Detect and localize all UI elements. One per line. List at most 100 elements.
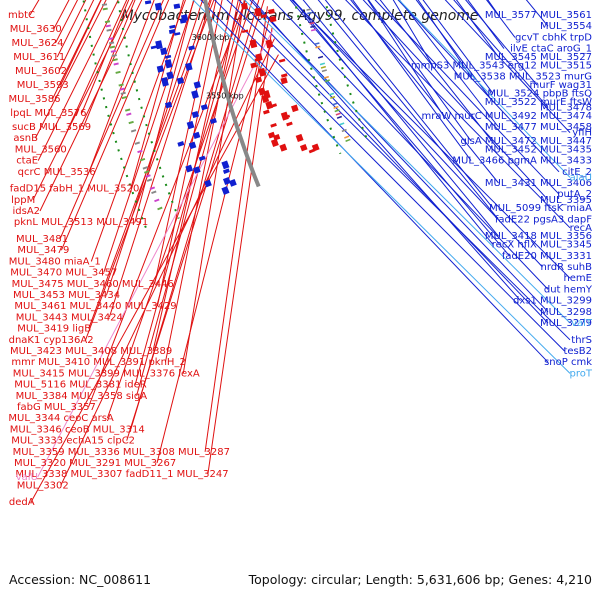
gene-label-left: mmr MUL_3410 MUL_3391 pknH_2 (11, 357, 185, 368)
category-block-right (149, 179, 150, 181)
gene-label-right-connector (131, 0, 521, 301)
gene-arrow-left (283, 78, 285, 83)
gene-label-left: MUL_3461 MUL_3440 MUL_3429 (14, 301, 176, 312)
gene-label-left: MUL_3479 (17, 245, 69, 256)
gene-label-left: MUL_3470 MUL_3457 (10, 268, 117, 279)
gene-arrow-right (192, 143, 194, 149)
scale-tick-label: 3600 kbp (192, 33, 230, 42)
gene-arrow-left (286, 116, 287, 119)
gene-arrow-right (180, 78, 181, 84)
gene-label-left: MUL_3602 (15, 66, 67, 77)
rna-label-right: alaU (570, 172, 592, 183)
category-block-right (127, 109, 128, 111)
gene-label-right: MUL_3466 pgmA MUL_3433 (452, 156, 592, 167)
gene-arrow-left (284, 74, 285, 77)
feature-tracks (90, 0, 348, 209)
gene-arrow-right (213, 119, 214, 123)
gene-arrow-right (168, 56, 169, 59)
gene-label-left: MUL_3593 (17, 80, 69, 91)
gene-arrow-right (158, 41, 160, 49)
gene-label-left: idsA2 (13, 206, 41, 217)
gene-arrow-right (169, 72, 171, 79)
gene-label-right: gcvT cbhK trpD (515, 32, 592, 43)
gene-label-left: ctaE (16, 156, 38, 167)
category-block-right (148, 175, 149, 177)
gene-arrow-right (188, 166, 190, 172)
rna-label-left: valU (16, 472, 38, 483)
gene-arrow-left (315, 145, 317, 151)
genome-map: 4000 kbp3950 kbp3900 kbp3850 kbp3800 kbp… (0, 0, 600, 600)
gene-arrow-right (196, 167, 198, 173)
gene-label-left: MUL_3443 MUL_3424 (16, 312, 123, 323)
gene-label-right: thrS (571, 335, 592, 346)
gene-label-left: MUL_3419 ligB (17, 324, 91, 335)
gene-label-left: MUL_3320 MUL_3291 MUL_3267 (14, 458, 176, 469)
gene-label-left: qcrC MUL_3536 (18, 167, 96, 178)
category-block-right (133, 130, 134, 132)
category-block-left (335, 103, 336, 104)
genome-stats-text: Topology: circular; Length: 5,631,606 bp… (249, 572, 592, 587)
gene-label-left: MUL_3346 ceoB MUL_3314 (10, 424, 145, 435)
gene-label-right: snoP cmk (544, 357, 592, 368)
gene-label-left: MUL_3333 echA15 clpC2 (11, 436, 135, 447)
track-border-1 (278, 0, 340, 154)
gene-arrow-right (190, 122, 192, 128)
gene-arrow-left (294, 105, 296, 111)
gene-label-left-connector (137, 0, 259, 396)
scale-tick-label: 3550 kbp (206, 92, 244, 101)
category-block-right (146, 171, 147, 173)
gene-label-left: lpqL MUL_3576 (10, 108, 86, 119)
gene-arrow-left (272, 17, 273, 22)
gene-label-right-connector (132, 0, 499, 219)
gene-arrow-right (148, 1, 149, 4)
category-block-right (140, 151, 141, 153)
gene-arrow-right (183, 19, 184, 23)
gene-arrow-right (172, 25, 173, 28)
gene-arrow-left (253, 63, 254, 67)
gene-label-right: hemE (563, 273, 592, 284)
gene-label-left: MUL_3586 (9, 94, 61, 105)
gene-arrow-left (289, 123, 290, 126)
gene-arrow-left (253, 40, 255, 48)
gene-arrow-left (264, 95, 266, 102)
category-block-left (336, 107, 337, 108)
gene-label-left: MUL_3560 (15, 144, 67, 155)
gene-arrow-left (271, 133, 273, 138)
gene-arrow-left (273, 124, 274, 127)
gene-label-left: MUL_3359 MUL_3336 MUL_3308 MUL_3287 (13, 447, 230, 458)
gene-arrow-right (160, 66, 161, 72)
gene-arrow-right (168, 102, 169, 107)
gene-arrow-right (180, 142, 181, 146)
gene-label-left: MUL_3624 (12, 38, 64, 49)
gene-label-left: dedA (9, 497, 35, 508)
gene-arrow-right (176, 4, 177, 8)
category-block-right (160, 208, 161, 210)
gene-arrow-left (273, 104, 274, 107)
gene-label-left: dnaK1 cyp136A2 (9, 335, 94, 346)
gene-label-right: tesB2 (563, 346, 592, 357)
gene-arrow-left (258, 77, 259, 82)
gene-arrow-right (163, 48, 164, 54)
gene-arrow-right (154, 46, 155, 49)
footer-bar: Accession: NC_008611 Topology: circular;… (0, 572, 600, 596)
gene-label-left: MUL_3630 (10, 24, 62, 35)
gene-label-left: mbtC (8, 10, 35, 21)
category-block-left (346, 136, 347, 137)
gene-label-left: MUL_3475 MUL_3460 MUL_3446 (12, 279, 174, 290)
gene-label-left: MUL_3415 MUL_3399 MUL_3376 lexA (13, 368, 200, 379)
gene-label-left: fabG MUL_3357 (17, 402, 96, 413)
gene-arrow-right (195, 112, 197, 117)
category-block-right (152, 187, 153, 189)
gene-arrow-right (204, 105, 205, 110)
gene-arrow-left (303, 145, 305, 150)
rna-label-right: valT (571, 318, 593, 329)
gene-arrow-right (172, 30, 173, 34)
category-block-left (348, 140, 349, 141)
gene-arrow-right (194, 91, 196, 98)
category-block-left (337, 110, 338, 111)
gene-arrow-left (261, 88, 263, 94)
gene-label-left: pknL MUL_3513 MUL_3491 (14, 217, 148, 228)
gene-label-right: MUL_3298 (540, 307, 592, 318)
gene-arrow-left (282, 145, 284, 151)
gene-label-right: mraW murC MUL_3492 MUL_3474 (421, 111, 592, 122)
